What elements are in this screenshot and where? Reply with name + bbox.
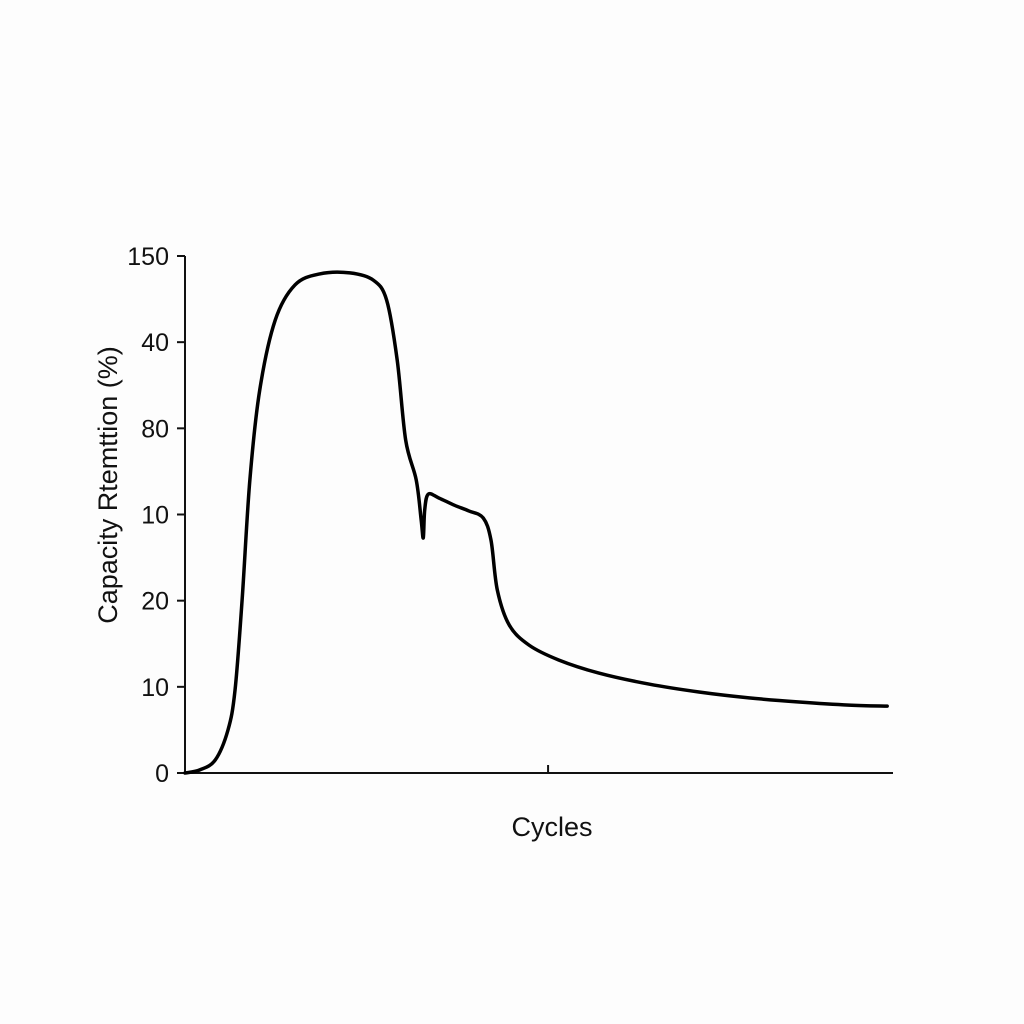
y-axis-title: Capacity Rtemttion (%) [93, 346, 123, 624]
y-tick-label: 10 [141, 502, 169, 530]
y-tick-label: 40 [141, 329, 169, 357]
y-tick-label: 150 [127, 243, 169, 271]
y-tick-label: 80 [141, 415, 169, 443]
y-tick-label: 10 [141, 674, 169, 702]
y-tick-label: 0 [155, 760, 169, 788]
x-axis-title: Cycles [511, 812, 592, 842]
series-line [183, 270, 889, 775]
y-tick-label: 20 [141, 588, 169, 616]
